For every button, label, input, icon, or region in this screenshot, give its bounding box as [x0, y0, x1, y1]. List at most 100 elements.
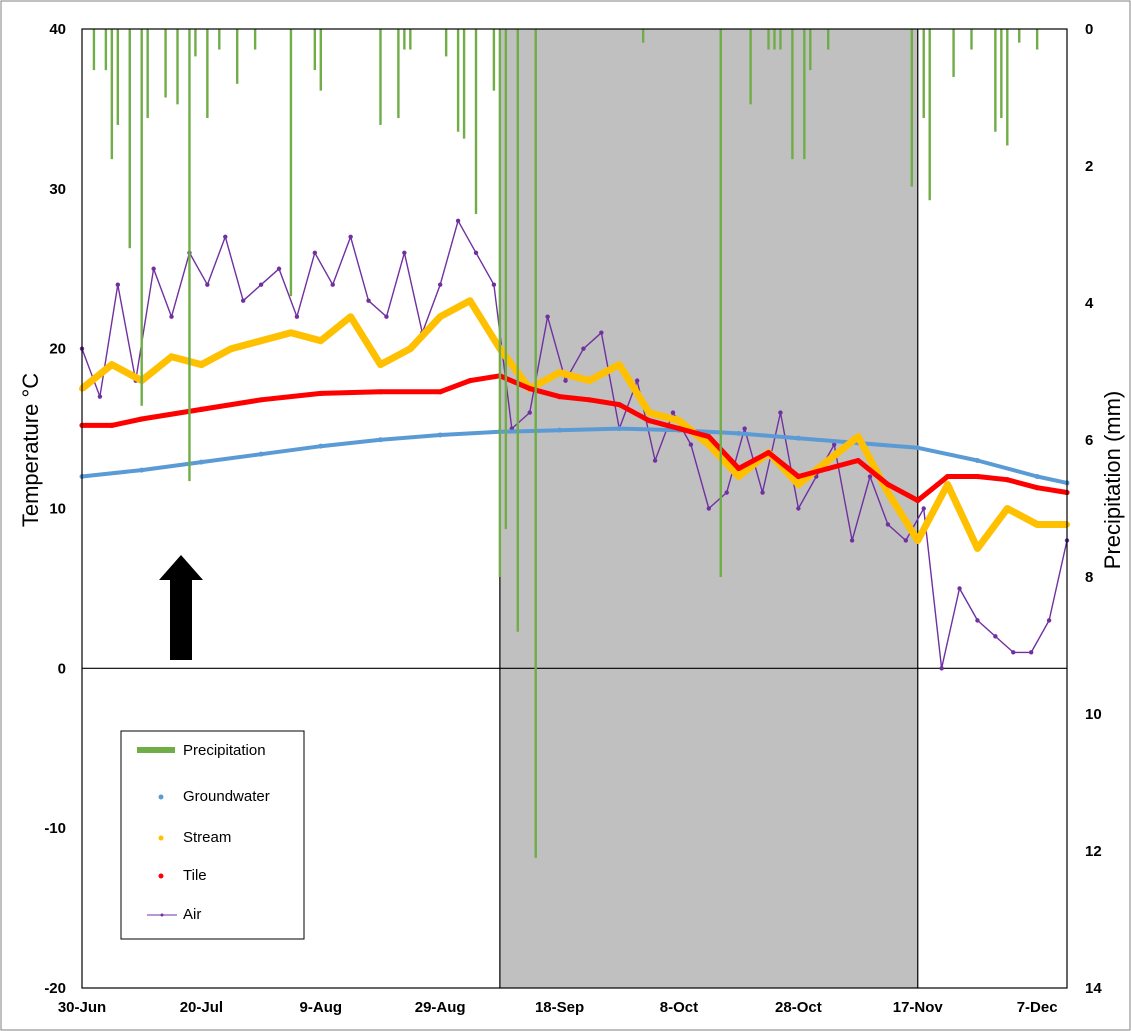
precipitation-bar: [719, 29, 722, 577]
groundwater-point: [258, 451, 264, 457]
legend-label-precipitation: Precipitation: [183, 742, 266, 759]
legend-swatch-precipitation: [137, 747, 175, 753]
tile-point: [1034, 485, 1040, 491]
y-tick-label: -10: [44, 820, 66, 837]
precipitation-bar: [397, 29, 400, 119]
groundwater-point: [974, 458, 980, 464]
groundwater-point: [915, 445, 921, 451]
stream-point: [944, 481, 951, 488]
y2-tick-label: 10: [1085, 706, 1102, 723]
precipitation-bar: [492, 29, 496, 91]
tile-point: [945, 473, 951, 480]
stream-point: [735, 473, 742, 480]
stream-point: [437, 313, 444, 320]
tile-point: [586, 397, 593, 403]
precipitation-bar: [253, 29, 257, 50]
groundwater-line: [81, 426, 1068, 485]
precipitation-bar: [164, 29, 167, 98]
groundwater-point: [736, 430, 742, 436]
groundwater-point: [377, 437, 383, 443]
precipitation-bar: [403, 29, 406, 50]
stream-point: [705, 441, 712, 448]
air-point: [831, 442, 837, 447]
precipitation-bar: [809, 29, 812, 71]
precipitation-bar: [379, 29, 382, 125]
air-point: [903, 538, 909, 543]
precipitation-bar: [827, 29, 830, 50]
x-tick-label: 29-Aug: [415, 999, 466, 1016]
tile-point: [915, 497, 921, 504]
air-point: [169, 314, 174, 319]
precipitation-bar: [767, 29, 770, 50]
air-point: [294, 314, 300, 319]
precipitation-bar: [194, 29, 197, 57]
x-tick-label: 7-Dec: [1017, 999, 1058, 1016]
precipitation-bar: [206, 29, 209, 119]
precipitation-bar: [236, 29, 239, 84]
legend-swatch-groundwater: [158, 794, 164, 800]
precipitation-bar: [928, 29, 931, 201]
stream-point: [228, 345, 235, 352]
tile-point: [109, 422, 115, 428]
precipitation-bar: [791, 29, 794, 160]
precipitation-bar: [110, 29, 114, 160]
y-axis-ticks: -20 -10 0 10 20 30 40: [44, 21, 66, 997]
air-point: [885, 522, 891, 527]
precipitation-bar: [128, 29, 131, 249]
y2-tick-label: 12: [1085, 843, 1102, 860]
precipitation-bar: [922, 29, 925, 119]
air-point: [993, 634, 998, 639]
precipitation-bar: [970, 29, 973, 50]
tile-series: [79, 373, 1070, 504]
precipitation-bar: [504, 29, 508, 530]
air-point: [581, 346, 586, 351]
legend-box: [120, 730, 305, 940]
precipitation-bar: [116, 29, 120, 125]
y-tick-label: 10: [49, 501, 66, 518]
air-point: [760, 490, 765, 495]
tile-point: [258, 397, 264, 403]
air-point: [312, 250, 318, 255]
groundwater-point: [616, 426, 622, 432]
legend-label-tile: Tile: [183, 867, 207, 884]
air-point: [258, 282, 264, 287]
air-point: [975, 618, 980, 623]
precipitation-bar: [218, 29, 221, 50]
x-axis-ticks: 30-Jun 20-Jul 9-Aug 29-Aug 18-Sep 8-Oct 28-Oct…: [58, 999, 1058, 1016]
air-point: [849, 538, 855, 543]
precipitation-bar: [92, 29, 96, 71]
air-point: [599, 330, 604, 335]
tile-point: [885, 481, 891, 488]
groundwater-point: [1034, 474, 1040, 480]
legend-swatch-air-marker: [160, 913, 164, 917]
groundwater-point: [437, 432, 443, 438]
air-point: [796, 506, 801, 511]
precipitation-bar: [749, 29, 752, 105]
stream-point: [258, 337, 265, 344]
tile-point: [437, 389, 443, 395]
stream-point: [616, 361, 623, 368]
precipitation-bar: [176, 29, 179, 105]
tile-point: [556, 394, 563, 400]
tile-point: [736, 465, 742, 472]
precipitation-bar: [462, 29, 466, 139]
precipitation-bar: [779, 29, 782, 50]
air-point: [240, 298, 246, 303]
stream-point: [825, 457, 832, 464]
precipitation-series: [92, 29, 1039, 858]
tile-point: [974, 473, 981, 480]
precipitation-bar: [910, 29, 913, 187]
stream-point: [556, 369, 563, 376]
stream-point: [646, 409, 653, 416]
precipitation-bar: [1018, 29, 1021, 43]
x-tick-label: 17-Nov: [893, 999, 944, 1016]
stream-point: [795, 481, 802, 488]
stream-series: [79, 297, 1070, 552]
x-tick-label: 8-Oct: [660, 999, 698, 1016]
y-tick-label: 40: [49, 21, 66, 38]
stream-line: [79, 297, 1067, 552]
precipitation-bar: [104, 29, 108, 71]
air-point: [330, 282, 335, 287]
precipitation-bar: [409, 29, 412, 50]
